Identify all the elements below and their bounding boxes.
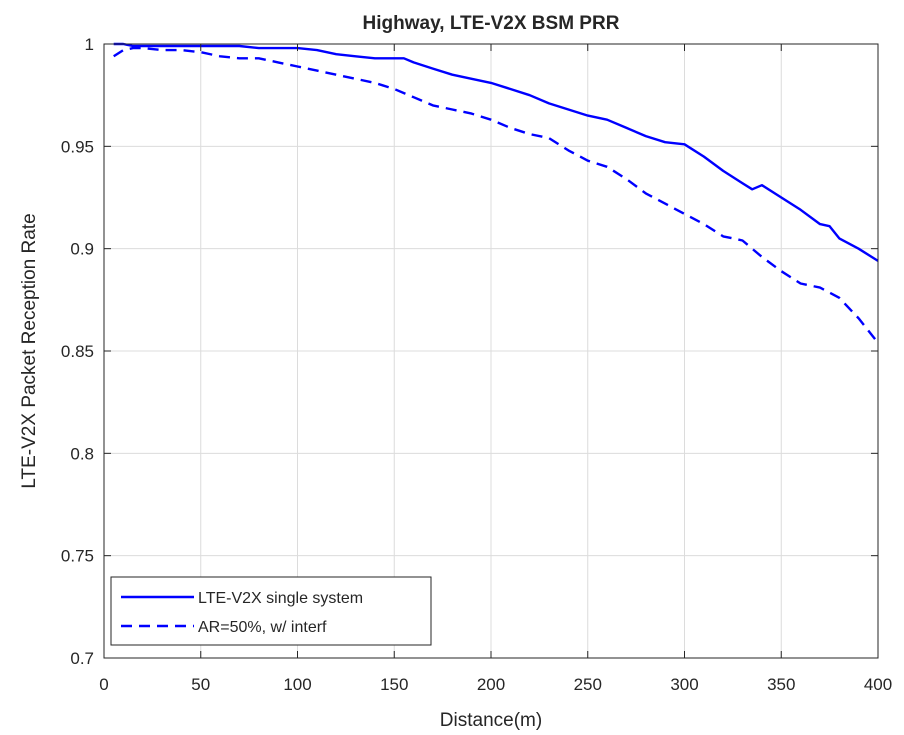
axis-ticks: 0 50 100 150 200 250 300 350 400 0.7 0.75 0.8 0.85 0.… [61, 35, 892, 694]
legend-box [110, 576, 432, 646]
y-tick-label: 0.75 [61, 547, 94, 566]
series-line-ar50-interf [113, 46, 879, 344]
x-tick-label: 250 [574, 675, 602, 694]
x-tick-label: 300 [670, 675, 698, 694]
y-tick-label: 0.85 [61, 342, 94, 361]
x-tick-label: 150 [380, 675, 408, 694]
y-axis-label: LTE-V2X Packet Reception Rate [19, 213, 40, 488]
y-tick-label: 0.7 [70, 649, 94, 668]
y-tick-label: 0.9 [70, 240, 94, 259]
legend-label: LTE-V2X single system [198, 590, 363, 607]
x-tick-label: 0 [99, 675, 108, 694]
legend: LTE-V2X single system AR=50%, w/ interf [110, 576, 432, 646]
y-tick-label: 0.95 [61, 137, 94, 156]
series-layer [113, 42, 879, 344]
x-tick-label: 400 [864, 675, 892, 694]
chart-title: Highway, LTE-V2X BSM PRR [363, 13, 620, 34]
x-tick-label: 100 [283, 675, 311, 694]
legend-label: AR=50%, w/ interf [198, 619, 327, 636]
x-axis-label: Distance(m) [440, 710, 542, 731]
x-tick-label: 350 [767, 675, 795, 694]
y-tick-label: 0.8 [70, 444, 94, 463]
y-tick-label: 1 [85, 35, 94, 54]
series-line-single-system [113, 42, 879, 262]
x-tick-label: 200 [477, 675, 505, 694]
x-tick-label: 50 [191, 675, 210, 694]
